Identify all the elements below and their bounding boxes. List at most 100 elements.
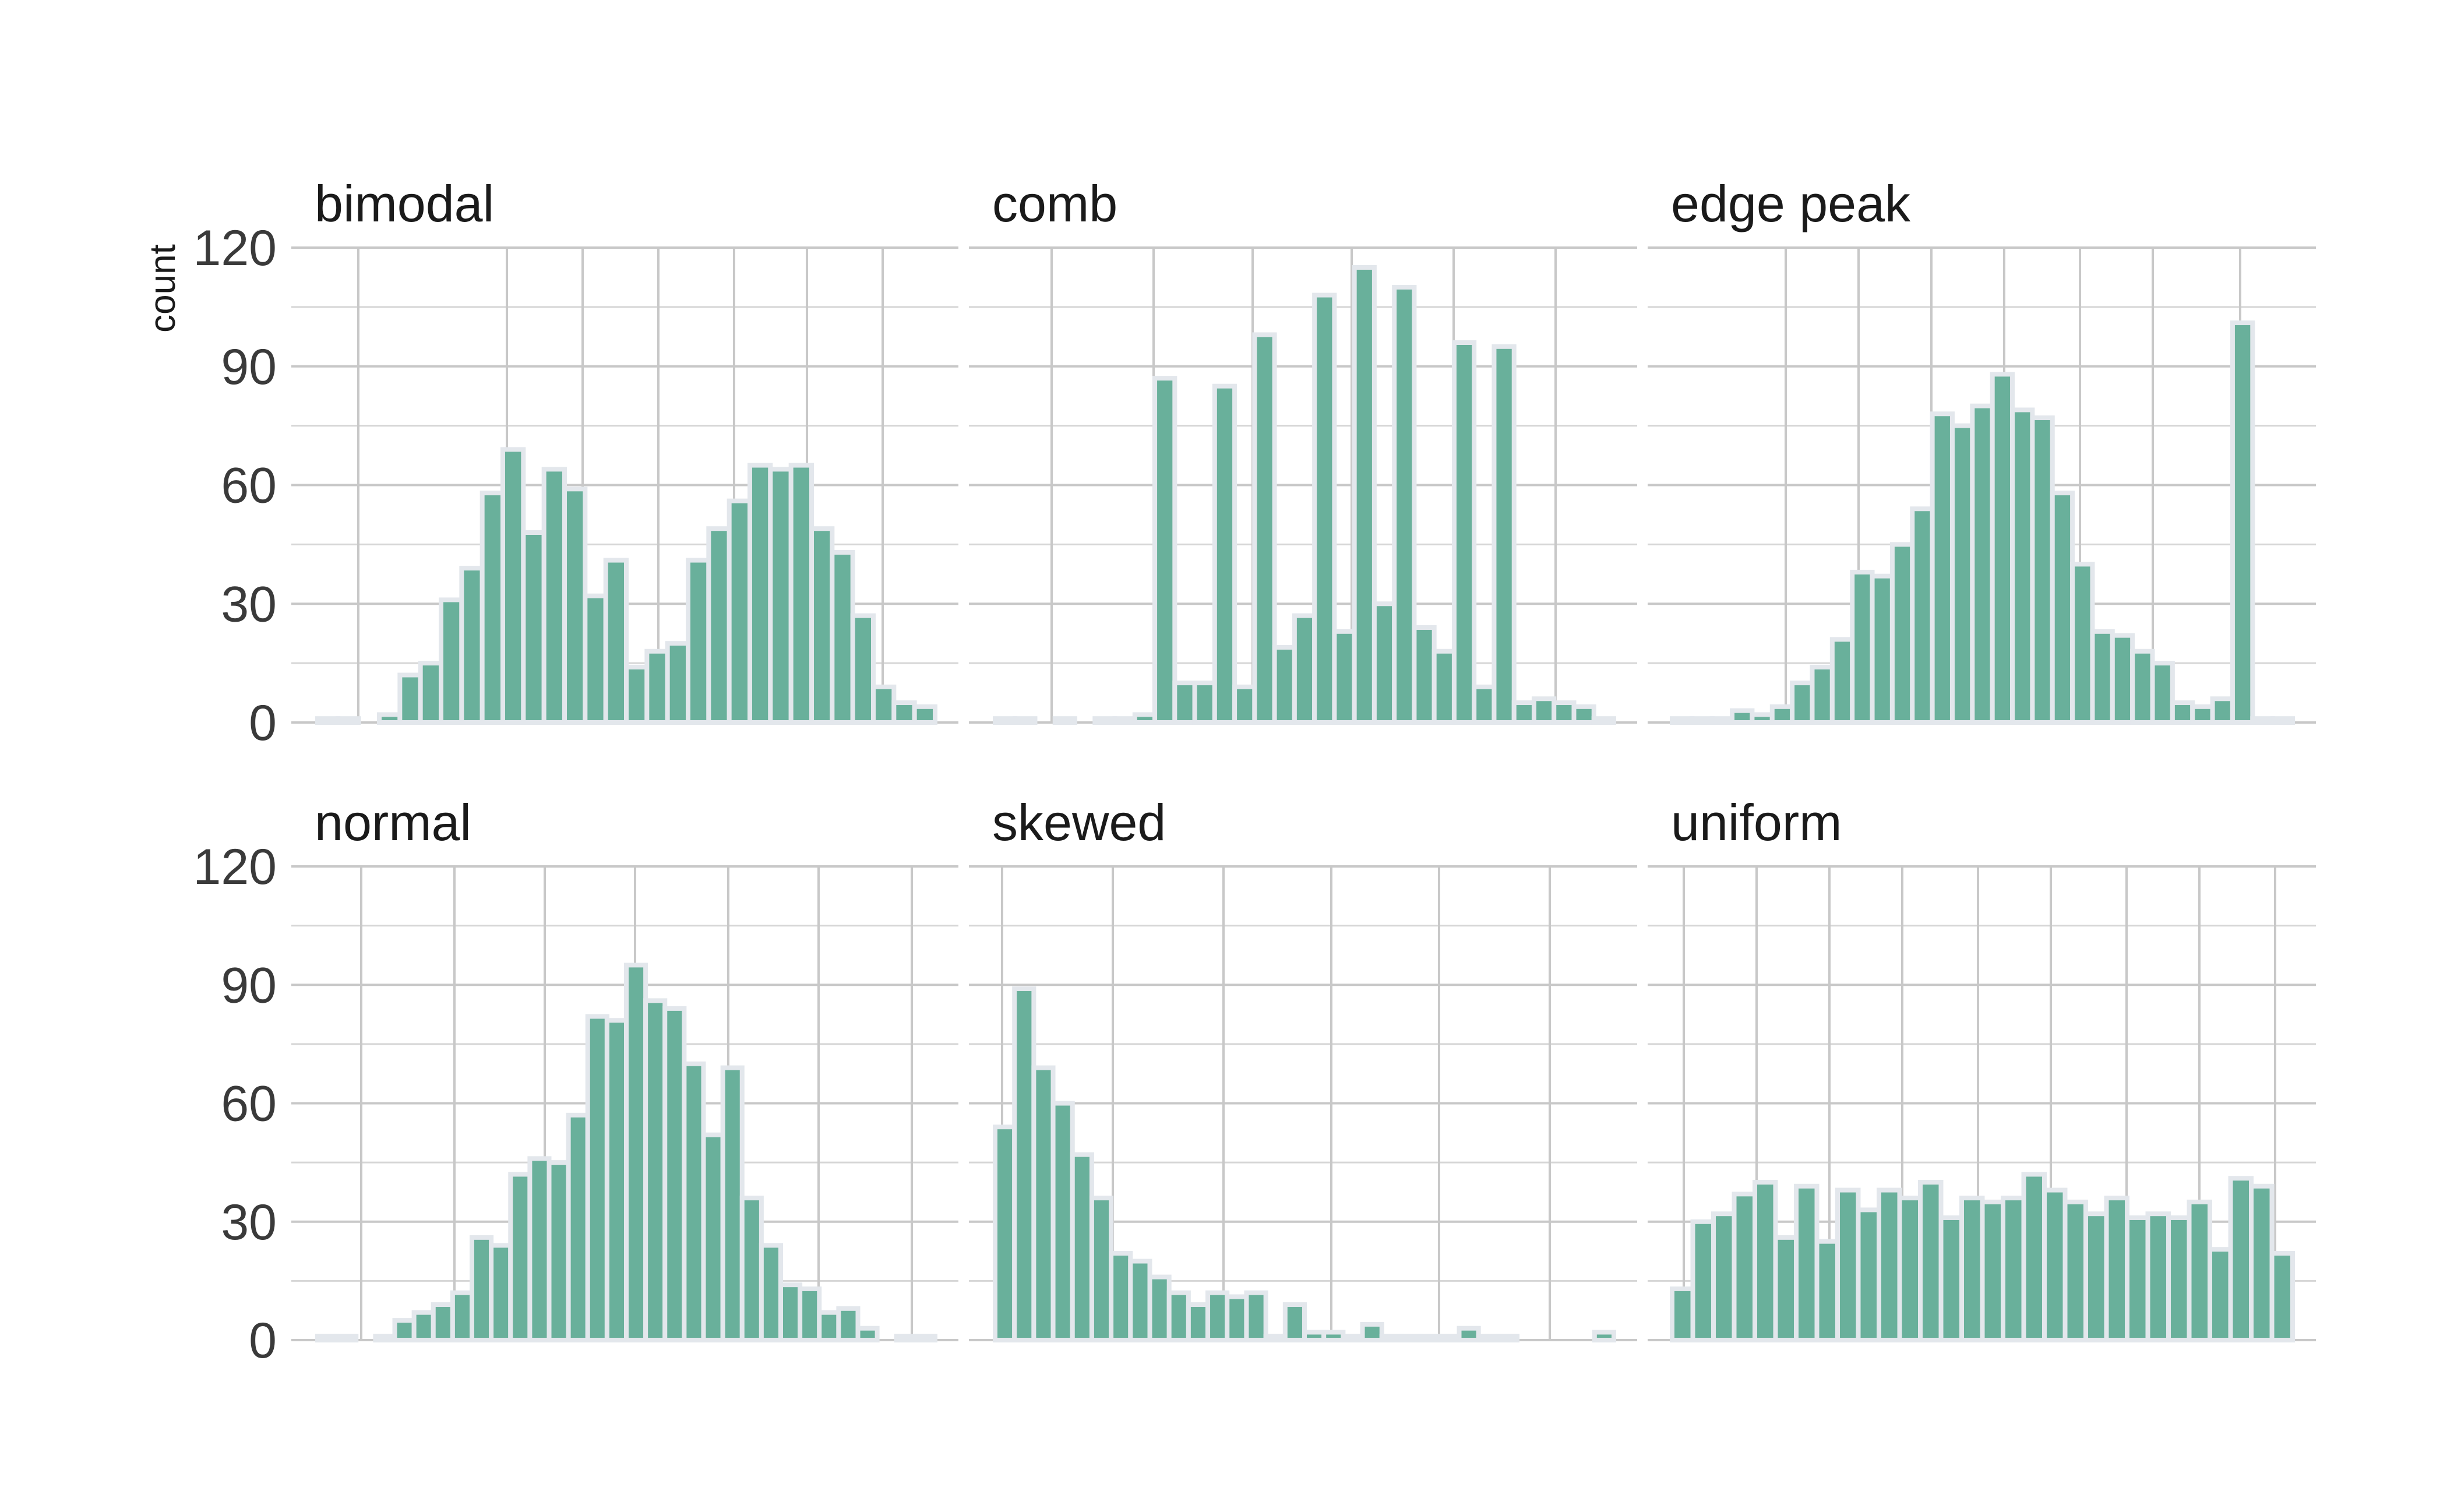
histogram-bar <box>1889 542 1915 725</box>
histogram-bar <box>566 1112 590 1342</box>
y-tick-label: 30 <box>221 1194 277 1250</box>
histogram-bar <box>1769 704 1795 725</box>
histogram-bar <box>2030 415 2055 725</box>
histogram-bar <box>1263 1334 1288 1343</box>
histogram-bar <box>1938 1215 1964 1343</box>
histogram-bar <box>1592 1330 1616 1342</box>
histogram-bar <box>855 1326 880 1343</box>
histogram-bar <box>2190 704 2215 725</box>
histogram-bar <box>479 491 506 725</box>
histogram-bar <box>1591 716 1617 725</box>
histogram-bar <box>2130 648 2155 725</box>
histogram-bar <box>1930 411 1955 725</box>
histogram-bar <box>2083 1211 2109 1342</box>
histogram-bar <box>1070 1152 1094 1342</box>
histogram-bar <box>450 1290 474 1342</box>
histogram-bar <box>604 1018 629 1342</box>
histogram-bar <box>1292 613 1317 725</box>
y-tick-label: 60 <box>221 458 277 514</box>
histogram-bar <box>470 1235 494 1343</box>
histogram-bar <box>2125 1215 2150 1343</box>
y-axis-label: count <box>143 244 183 333</box>
histogram-bar <box>1132 712 1158 725</box>
histogram-bar <box>1232 684 1257 725</box>
histogram-bar <box>2021 1172 2047 1342</box>
histogram-bar <box>1112 716 1137 725</box>
histogram-bar <box>1418 1334 1443 1343</box>
histogram-bar <box>644 648 670 725</box>
histogram-bar <box>662 1006 687 1342</box>
histogram-bar <box>1870 573 1895 725</box>
histogram-bar <box>850 613 876 725</box>
y-tick-label: 120 <box>193 839 277 895</box>
histogram-bar <box>1166 1290 1191 1342</box>
histogram-bar <box>1321 1330 1346 1342</box>
histogram-bar <box>603 558 629 725</box>
histogram-bar <box>2187 1199 2212 1342</box>
histogram-bar <box>1794 1183 1820 1343</box>
histogram-bar <box>585 1014 609 1342</box>
histogram-bar <box>798 1286 822 1343</box>
panel-title: comb <box>992 175 1117 232</box>
histogram-bar <box>1186 1302 1211 1342</box>
histogram-bar <box>2104 1196 2129 1343</box>
histogram-bar <box>1711 1211 1737 1342</box>
histogram-bar <box>1457 1326 1481 1343</box>
histogram-bar <box>1732 1192 1757 1342</box>
histogram-bar <box>500 447 526 725</box>
histogram-bar <box>2250 716 2275 725</box>
histogram-bar <box>1109 1250 1133 1342</box>
histogram-bar <box>2210 696 2235 725</box>
histogram-bar <box>624 664 650 725</box>
histogram-bar <box>2110 633 2135 725</box>
histogram-bar <box>2090 629 2115 725</box>
histogram-bar <box>1856 1207 1881 1343</box>
histogram-bar <box>2070 562 2095 725</box>
histogram-bar <box>508 1172 533 1342</box>
histogram-bar <box>624 963 648 1342</box>
histogram-bar <box>701 1132 725 1342</box>
histogram-bar <box>1670 1286 1695 1343</box>
histogram-bar <box>830 549 855 725</box>
histogram-bar <box>1013 716 1038 725</box>
histogram-bar <box>2230 320 2255 725</box>
panel-title: uniform <box>1671 794 1842 851</box>
panel-title: edge peak <box>1671 175 1911 232</box>
histogram-bar <box>665 641 690 725</box>
histogram-bar <box>2050 491 2075 725</box>
histogram-bar <box>1897 1196 1923 1343</box>
histogram-bar <box>1332 629 1357 725</box>
histogram-bar <box>2270 716 2296 725</box>
histogram-bar <box>315 1334 340 1343</box>
histogram-bar <box>1829 637 1855 725</box>
y-tick-label: 120 <box>193 220 277 276</box>
histogram-bar <box>1552 700 1577 725</box>
histogram-bar <box>1031 1065 1056 1343</box>
histogram-bar <box>1341 1334 1365 1343</box>
histogram-bar <box>2042 1187 2068 1343</box>
histogram-bar <box>334 1334 359 1343</box>
histogram-bar <box>1272 644 1297 725</box>
histogram-bar <box>2170 700 2195 725</box>
histogram-bar <box>720 1065 745 1343</box>
histogram-bar <box>2150 661 2175 725</box>
y-tick-label: 90 <box>221 957 277 1013</box>
histogram-bar <box>1012 986 1036 1342</box>
histogram-bar <box>686 558 711 725</box>
histogram-bar <box>778 1282 803 1342</box>
histogram-bar <box>817 1310 841 1342</box>
y-tick-label: 0 <box>249 1313 277 1369</box>
panel-title: bimodal <box>315 175 494 232</box>
y-tick-label: 0 <box>249 695 277 751</box>
panel-title: skewed <box>992 794 1166 851</box>
y-tick-label: 30 <box>221 576 277 632</box>
histogram-bar <box>1476 1334 1500 1343</box>
histogram-bar <box>1495 1334 1520 1343</box>
histogram-bar <box>993 1125 1017 1343</box>
histogram-bar <box>706 526 732 725</box>
histogram-bar <box>788 463 814 725</box>
histogram-bar <box>439 597 464 725</box>
histogram-bar <box>1750 712 1775 725</box>
histogram-bar <box>527 1156 552 1342</box>
